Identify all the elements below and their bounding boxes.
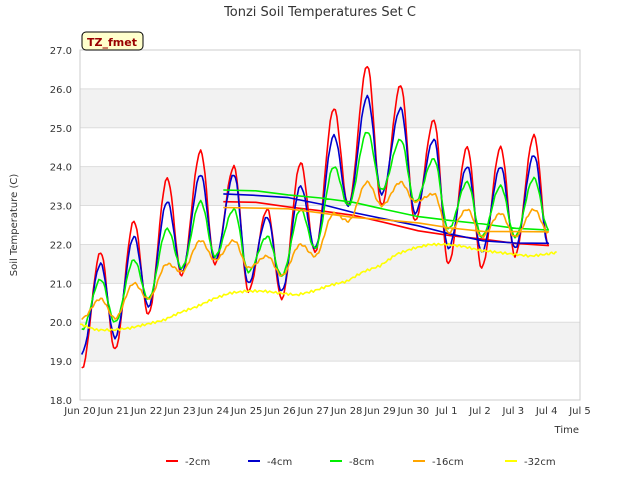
legend-label--32cm: -32cm bbox=[524, 457, 556, 468]
band bbox=[80, 50, 580, 89]
band bbox=[80, 244, 580, 284]
x-tick-label: Jun 28 bbox=[330, 406, 363, 417]
y-tick-label: 20.0 bbox=[50, 318, 72, 329]
x-tick-label: Jun 23 bbox=[163, 406, 196, 417]
y-tick-label: 21.0 bbox=[50, 279, 72, 290]
band bbox=[80, 283, 580, 323]
series-line--32cm bbox=[79, 242, 557, 332]
x-tick-label: Jul 2 bbox=[468, 406, 491, 417]
x-axis-label: Time bbox=[554, 425, 579, 436]
x-tick-label: Jul 5 bbox=[568, 406, 591, 417]
plot-background-bands bbox=[80, 50, 580, 400]
x-tick-label: Jun 26 bbox=[263, 406, 296, 417]
y-tick-label: 19.0 bbox=[50, 357, 72, 368]
legend: -2cm -4cm -8cm -16cm -32cm bbox=[166, 457, 556, 468]
legend-label--16cm: -16cm bbox=[432, 457, 464, 468]
series-line--8cm bbox=[81, 131, 550, 331]
legend-label--8cm: -8cm bbox=[349, 457, 374, 468]
x-tick-label: Jun 20 bbox=[63, 406, 96, 417]
x-tick-label: Jul 3 bbox=[502, 406, 525, 417]
y-axis-label: Soil Temperature (C) bbox=[9, 174, 20, 277]
y-tick-label: 22.0 bbox=[50, 240, 72, 251]
band bbox=[80, 322, 580, 362]
y-tick-label: 24.0 bbox=[50, 163, 72, 174]
tz-fmet-box bbox=[81, 31, 144, 51]
x-tick-label: Jul 4 bbox=[535, 406, 558, 417]
y-tick-label: 25.0 bbox=[50, 124, 72, 135]
x-tick-label: Jun 25 bbox=[230, 406, 263, 417]
y-tick-label: 27.0 bbox=[50, 46, 72, 57]
series-line--2cm bbox=[81, 65, 550, 369]
y-tick-label: 23.0 bbox=[50, 202, 72, 213]
x-tick-label: Jun 29 bbox=[363, 406, 396, 417]
series-line--4cm bbox=[80, 94, 550, 355]
plot-frame bbox=[79, 49, 581, 401]
legend-label--2cm: -2cm bbox=[185, 457, 210, 468]
y-tick-label: 26.0 bbox=[50, 85, 72, 96]
series-lines bbox=[79, 65, 557, 369]
x-tick-label: Jun 22 bbox=[130, 406, 163, 417]
x-tick-label: Jun 27 bbox=[297, 406, 330, 417]
band bbox=[80, 361, 580, 400]
y-tick-label: 18.0 bbox=[50, 396, 72, 407]
tz-fmet-label: TZ_fmet bbox=[87, 36, 137, 49]
chart-title: Tonzi Soil Temperatures Set C bbox=[223, 5, 416, 20]
x-tick-label: Jun 24 bbox=[197, 406, 230, 417]
legend-label--4cm: -4cm bbox=[267, 457, 292, 468]
x-tick-label: Jul 1 bbox=[435, 406, 458, 417]
x-axis: Jun 20 Jun 21 Jun 22 Jun 23 Jun 24 Jun 25 Jun … bbox=[63, 406, 591, 417]
x-tick-label: Jun 21 bbox=[97, 406, 130, 417]
tz-fmet-badge: TZ_fmet bbox=[81, 31, 144, 51]
y-axis: 18.0 19.0 20.0 21.0 22.0 23.0 24.0 25.0 26.0 27.0 bbox=[50, 46, 72, 407]
series-line--16cm bbox=[81, 180, 550, 321]
x-tick-label: Jun 30 bbox=[397, 406, 430, 417]
